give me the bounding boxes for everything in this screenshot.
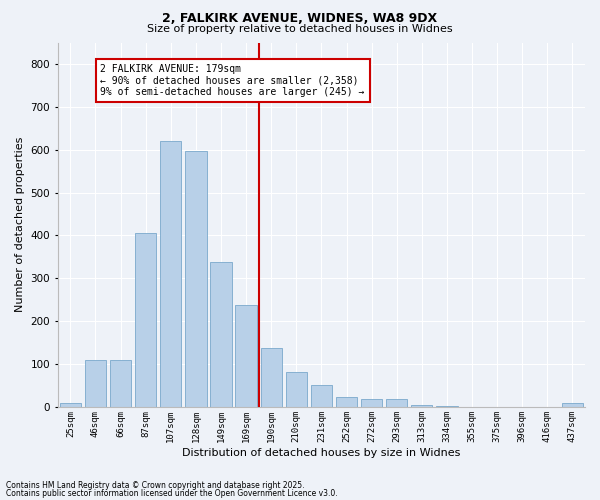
- Bar: [286, 372, 307, 407]
- Bar: [386, 399, 407, 407]
- Bar: [235, 305, 257, 407]
- Bar: [160, 141, 181, 407]
- Bar: [336, 398, 357, 407]
- Bar: [562, 402, 583, 407]
- Text: Contains HM Land Registry data © Crown copyright and database right 2025.: Contains HM Land Registry data © Crown c…: [6, 481, 305, 490]
- Text: 2, FALKIRK AVENUE, WIDNES, WA8 9DX: 2, FALKIRK AVENUE, WIDNES, WA8 9DX: [163, 12, 437, 26]
- Text: Contains public sector information licensed under the Open Government Licence v3: Contains public sector information licen…: [6, 488, 338, 498]
- Bar: [85, 360, 106, 407]
- Bar: [135, 234, 157, 407]
- Text: Size of property relative to detached houses in Widnes: Size of property relative to detached ho…: [147, 24, 453, 34]
- Bar: [110, 360, 131, 407]
- Y-axis label: Number of detached properties: Number of detached properties: [15, 137, 25, 312]
- Bar: [260, 348, 282, 407]
- X-axis label: Distribution of detached houses by size in Widnes: Distribution of detached houses by size …: [182, 448, 461, 458]
- Bar: [211, 262, 232, 407]
- Bar: [60, 404, 81, 407]
- Text: 2 FALKIRK AVENUE: 179sqm
← 90% of detached houses are smaller (2,358)
9% of semi: 2 FALKIRK AVENUE: 179sqm ← 90% of detach…: [100, 64, 365, 97]
- Bar: [361, 399, 382, 407]
- Bar: [311, 384, 332, 407]
- Bar: [436, 406, 458, 407]
- Bar: [185, 150, 206, 407]
- Bar: [411, 405, 433, 407]
